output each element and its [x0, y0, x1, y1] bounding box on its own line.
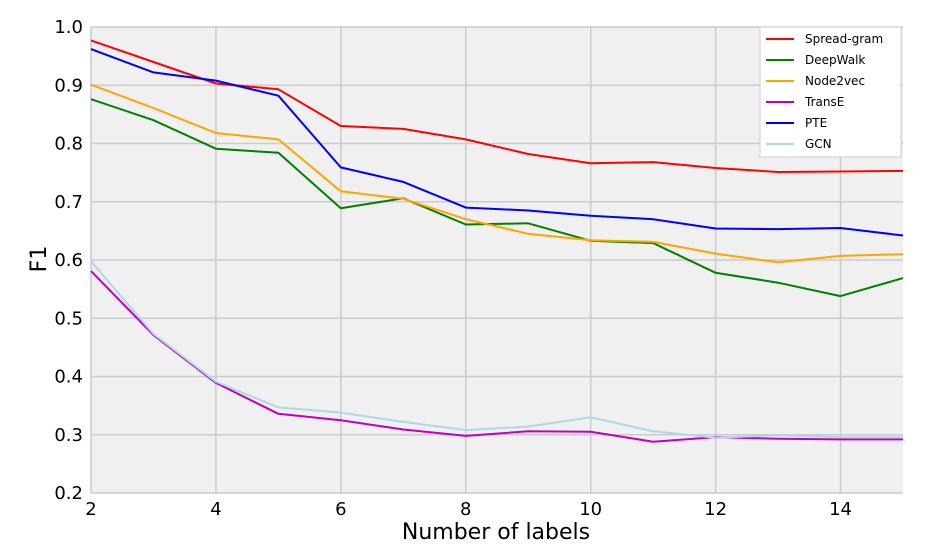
- x-tick-label: 6: [335, 499, 346, 520]
- x-tick-label: 12: [704, 499, 727, 520]
- legend-label-pte: PTE: [805, 116, 827, 130]
- legend-box: [759, 26, 902, 158]
- y-tick-label: 0.9: [54, 75, 83, 96]
- x-tick-label: 2: [85, 499, 96, 520]
- y-tick-label: 0.2: [54, 483, 83, 504]
- y-tick-label: 0.7: [54, 192, 83, 213]
- legend: Spread-gram DeepWalk Node2vec TransE PTE GCN: [759, 26, 902, 158]
- series-line-deepwalk: [90, 98, 904, 298]
- legend-label-gcn: GCN: [805, 137, 832, 151]
- grid-lines: [90, 26, 903, 494]
- y-tick-label: 0.4: [54, 367, 83, 388]
- x-tick-label: 4: [210, 499, 221, 520]
- series-line-spread-gram: [90, 39, 904, 173]
- x-tick-label: 10: [579, 499, 602, 520]
- series-line-transe: [90, 270, 903, 443]
- x-axis-title: Number of labels: [402, 520, 590, 545]
- y-tick-label: 1.0: [54, 17, 83, 38]
- legend-label-spread-gram: Spread-gram: [805, 32, 883, 46]
- x-tick-label: 8: [460, 499, 471, 520]
- series-line-gcn: [90, 260, 903, 439]
- x-axis-ticks: 2 4 6 8 10 12 14: [85, 499, 852, 520]
- series-lines: [90, 39, 904, 443]
- y-axis-title: F1: [27, 246, 52, 273]
- y-tick-label: 0.3: [54, 425, 83, 446]
- legend-label-node2vec: Node2vec: [805, 74, 865, 88]
- y-tick-label: 0.5: [54, 308, 83, 329]
- legend-label-transe: TransE: [804, 95, 844, 109]
- x-tick-label: 14: [829, 499, 852, 520]
- legend-label-deepwalk: DeepWalk: [805, 53, 865, 67]
- series-line-node2vec: [90, 83, 904, 264]
- y-axis-ticks: 0.2 0.3 0.4 0.5 0.6 0.7 0.8 0.9 1.0: [54, 17, 83, 504]
- series-line-pte: [90, 48, 904, 237]
- y-tick-label: 0.6: [54, 250, 83, 271]
- y-tick-label: 0.8: [54, 134, 83, 155]
